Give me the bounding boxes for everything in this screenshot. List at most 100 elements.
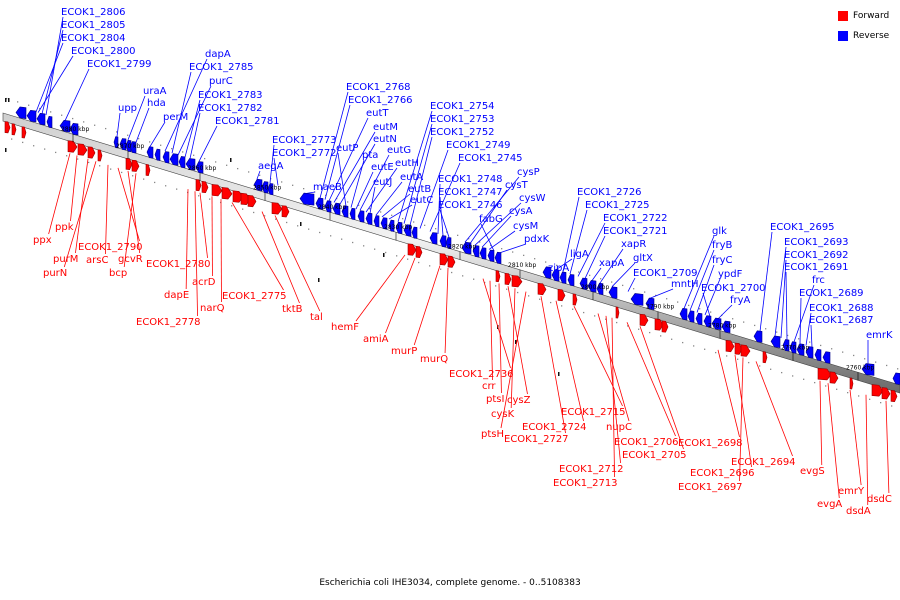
reverse-gene-block	[341, 205, 349, 218]
reverse-gene-block	[380, 217, 388, 230]
gene-arrow	[881, 387, 891, 400]
tick-label: 2800 kbp	[581, 284, 609, 291]
forward-gene-label-tktb: tktB	[282, 304, 303, 315]
reverse-leader-line	[555, 258, 573, 271]
gene-arrow	[557, 288, 566, 302]
forward-leader-line	[734, 354, 752, 468]
position-dot	[534, 258, 536, 260]
gene-arrow	[145, 164, 151, 176]
reverse-leader-line	[365, 167, 398, 213]
position-dot	[495, 285, 497, 287]
position-dot	[341, 238, 343, 240]
forward-leader-line	[500, 291, 527, 429]
position-dot	[292, 184, 294, 186]
forward-leader-line	[199, 192, 208, 259]
position-dot	[875, 361, 877, 363]
position-dot	[633, 288, 635, 290]
position-dot	[248, 171, 250, 173]
position-dot	[616, 321, 618, 324]
reverse-gene-label-frya: fryA	[730, 295, 751, 306]
gene-arrow	[211, 184, 223, 197]
reverse-gene-block	[789, 341, 797, 354]
gene-arrow	[871, 384, 884, 397]
reverse-gene-label-ecok1-2772: ECOK1_2772	[272, 148, 337, 159]
gene-arrow	[59, 119, 71, 133]
reverse-gene-block	[579, 277, 588, 290]
forward-gene-block	[725, 339, 735, 353]
forward-leader-line	[573, 306, 623, 407]
gene-arrow	[494, 251, 502, 265]
reverse-gene-label-eutb: eutB	[408, 184, 431, 195]
gene-arrow	[445, 237, 452, 250]
position-dot	[759, 365, 761, 367]
reverse-gene-block	[445, 237, 452, 250]
reverse-gene-label-ecok1-2747: ECOK1_2747	[438, 187, 503, 198]
reverse-leader-line	[562, 196, 580, 272]
position-dot	[726, 355, 728, 357]
forward-gene-label-ecok1-2778: ECOK1_2778	[136, 317, 201, 328]
forward-leader-line	[127, 170, 141, 254]
reverse-gene-label-pdxk: pdxK	[524, 234, 550, 245]
forward-gene-block	[439, 253, 449, 266]
position-dot	[5, 98, 7, 102]
position-dot	[803, 378, 805, 380]
position-dot	[897, 368, 899, 370]
forward-leader-line	[194, 191, 198, 317]
reverse-gene-label-upp: upp	[118, 103, 137, 114]
position-dot	[242, 208, 244, 210]
position-dot	[319, 231, 321, 234]
gene-arrow	[407, 243, 417, 256]
position-dot	[644, 291, 646, 293]
reverse-leader-line	[481, 215, 512, 248]
forward-gene-block	[97, 149, 103, 162]
position-dot	[209, 198, 211, 200]
position-dot	[39, 107, 41, 110]
forward-gene-label-arsc: arsC	[86, 255, 108, 266]
forward-gene-label-ecok1-2780: ECOK1_2780	[146, 259, 211, 270]
position-dot	[523, 254, 525, 257]
forward-gene-label-emry: emrY	[838, 486, 865, 497]
forward-gene-label-ecok1-2706: ECOK1_2706	[614, 437, 679, 448]
figure-caption: Escherichia coli IHE3034, complete genom…	[319, 578, 581, 588]
gene-arrow	[36, 112, 46, 126]
reverse-gene-label-cysa: cysA	[509, 206, 533, 217]
position-dot	[149, 141, 151, 143]
gene-arrow	[113, 136, 119, 149]
reverse-gene-label-eutt: eutT	[366, 108, 389, 119]
reverse-gene-block	[299, 192, 315, 206]
position-dot	[358, 204, 360, 206]
reverse-leader-line	[403, 123, 433, 224]
gene-arrow	[789, 341, 797, 354]
position-dot	[396, 255, 398, 257]
reverse-gene-block	[178, 156, 186, 169]
gene-arrow	[770, 335, 781, 348]
reverse-leader-line	[333, 131, 376, 203]
position-dot	[127, 134, 129, 136]
forward-leader-line	[885, 400, 890, 494]
forward-gene-label-ppx: ppx	[33, 235, 52, 246]
position-dot	[605, 318, 607, 320]
position-dot	[462, 275, 464, 277]
position-dot	[583, 311, 585, 314]
reverse-leader-line	[355, 171, 374, 210]
forward-gene-label-amia: amiA	[363, 334, 389, 345]
gene-arrow	[439, 253, 449, 266]
reverse-leader-line	[116, 112, 121, 137]
gene-arrow	[349, 207, 356, 220]
reverse-gene-block	[542, 266, 552, 279]
position-dot	[121, 171, 123, 174]
forward-leader-line	[626, 322, 676, 437]
reverse-gene-block	[892, 372, 900, 385]
reverse-gene-block	[267, 183, 274, 196]
gene-arrow	[890, 389, 898, 403]
gene-arrow	[439, 235, 447, 248]
gene-arrow	[87, 146, 96, 159]
reverse-gene-label-ecok1-2806: ECOK1_2806	[61, 7, 126, 18]
gene-arrow	[69, 122, 79, 136]
reverse-leader-line	[64, 68, 90, 121]
forward-leader-line	[48, 153, 71, 235]
gene-arrow	[805, 346, 814, 359]
reverse-gene-label-eutn: eutN	[373, 134, 397, 145]
reverse-gene-label-cysm: cysM	[513, 221, 538, 232]
gene-arrow	[281, 205, 290, 218]
